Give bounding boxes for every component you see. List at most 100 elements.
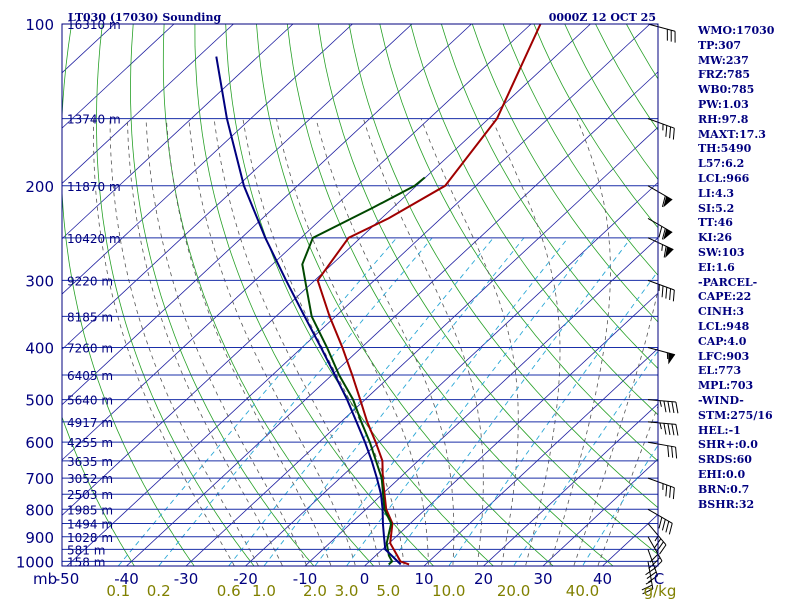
index-line: CAPE:22 [698,290,752,304]
isotherm [62,24,532,461]
wind-barb [647,399,679,414]
pressure-tick-label: 300 [25,272,54,290]
index-line: HEL:-1 [698,423,741,437]
wind-barb [647,523,667,555]
index-line: L57:6.2 [698,157,745,171]
mixing-ratio-tick-label: 0.1 [106,582,130,600]
index-line: MPL:703 [698,379,754,393]
moist-adiabat [420,118,519,566]
mixing-ratio-line [314,237,569,566]
x-axis-unit: C [654,570,664,588]
isotherm [62,24,472,406]
mixing-ratio-line [512,350,658,566]
index-line: MAXT:17.3 [698,127,766,141]
mixing-ratio-tick-label: 5.0 [376,582,400,600]
index-line: RH:97.8 [698,112,749,126]
mixing-ratio-line [263,237,525,566]
pressure-tick-label: 600 [25,434,54,452]
temperature-tick-label: 0 [360,570,370,588]
wind-barb [647,421,679,436]
height-label: 5640 m [67,394,113,408]
isotherm [62,24,294,240]
temperature-tick-label: 20 [474,570,493,588]
index-line: -PARCEL- [698,275,758,289]
dry-adiabat [194,24,435,566]
isotherm [542,458,658,566]
height-label: 8185 m [67,310,113,324]
dry-adiabat [256,24,554,566]
temperature-tick-label: -20 [233,570,258,588]
isotherm [125,71,658,566]
index-line: WMO:17030 [698,24,775,37]
dry-adiabat [286,24,614,566]
index-line: BSHR:32 [698,497,755,511]
index-line: PW:1.03 [698,97,749,111]
wind-barb [647,441,678,459]
mixing-ratio-tick-label: 20.0 [497,582,530,600]
index-line: CAP:4.0 [698,334,747,348]
moist-adiabat [276,118,429,566]
plot-frame [61,23,659,567]
height-label: 1028 m [67,531,113,545]
height-label: 13740 m [67,113,121,127]
dry-adiabat [348,24,658,509]
pressure-tick-label: 100 [25,16,54,34]
temperature-tick-label: -10 [293,570,318,588]
index-line: BRN:0.7 [698,482,750,496]
dry-adiabat [96,24,255,566]
thermo-grid [62,24,658,566]
height-label: 6405 m [67,369,113,383]
wind-barb [647,237,674,258]
index-line: FRZ:785 [698,68,751,82]
wind-barb [647,477,675,500]
isobars [62,118,658,562]
dry-adiabat [317,24,658,555]
pressure-tick-label: 800 [25,501,54,519]
trace-dewpoint [301,176,426,566]
height-label: 4917 m [67,416,113,430]
height-label: 4255 m [67,436,113,450]
temperature-tick-label: 10 [414,570,433,588]
index-line: SW:103 [698,245,745,259]
sounding-traces [215,24,542,566]
index-line: EI:1.6 [698,260,735,274]
height-label: 7260 m [67,342,113,356]
temperature-tick-label: 40 [593,570,612,588]
mixing-ratio-tick-label: 40.0 [566,582,599,600]
moist-adiabat [188,118,356,566]
wind-barb [647,508,673,535]
sounding-indices-panel: WMO:17030 TP:307 MW:237 FRZ:785 WB0:785 PW:1.… [698,24,798,512]
moist-adiabat [573,287,658,566]
height-label: 1985 m [67,503,113,517]
height-label: 2503 m [67,488,113,502]
wind-barb [647,185,673,208]
temperature-tick-label: 30 [533,570,552,588]
wind-barb [647,118,675,140]
index-line: LCL:966 [698,171,750,185]
moist-adiabat [127,118,284,566]
dry-adiabat [502,24,658,276]
chart-title: LT030 (17030) Sounding [68,11,221,24]
mixing-ratio-line [228,237,494,566]
wind-barb [647,217,673,240]
moist-adiabat [242,118,405,566]
index-line: WB0:785 [698,83,755,97]
height-label: 3635 m [67,455,113,469]
isotherm [482,403,658,566]
index-line: MW:237 [698,53,749,67]
dry-adiabat [410,24,658,416]
isotherm [423,347,658,566]
mixing-ratio-line [448,270,658,566]
wind-barb [647,347,676,365]
height-label: 11870 m [67,180,121,194]
index-line: EHI:0.0 [698,467,746,481]
temperature-tick-label: -50 [55,570,80,588]
dry-adiabat [62,24,195,566]
chart-subtitle: 0000Z 12 OCT 25 [549,11,656,24]
mixing-ratio-unit: g/kg [644,582,677,600]
height-label: 1494 m [67,517,113,531]
index-line: LCL:948 [698,319,750,333]
index-line: CINH:3 [698,305,745,319]
mixing-ratio-tick-label: 1.0 [252,582,276,600]
